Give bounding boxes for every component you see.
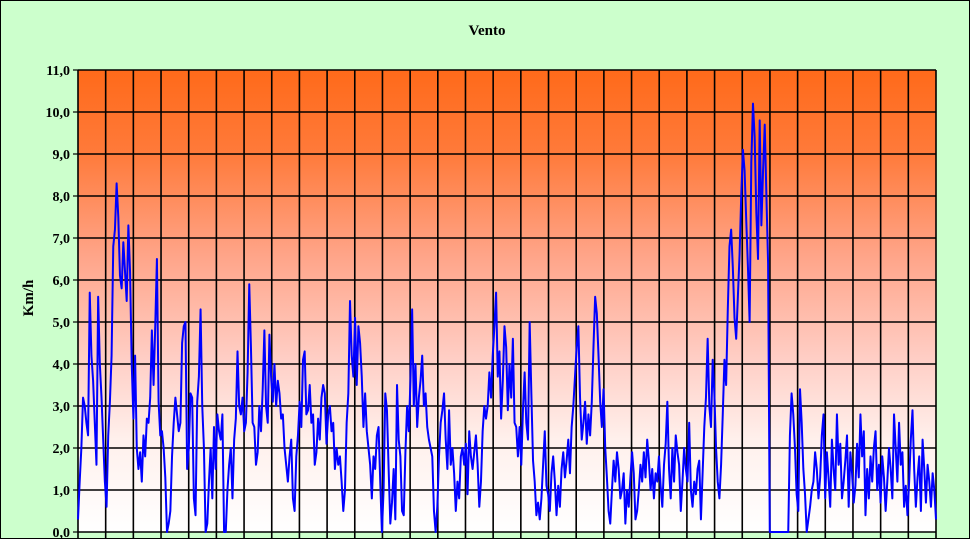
- y-tick-label: 4,0: [53, 358, 71, 373]
- plot-area: [78, 70, 936, 532]
- series-line: [77, 102, 937, 533]
- y-tick-label: 1,0: [53, 484, 71, 499]
- y-tick-label: 2,0: [53, 442, 71, 457]
- y-tick-label: 9,0: [53, 148, 71, 163]
- y-tick-label: 7,0: [53, 232, 71, 247]
- chart-title: Vento: [469, 23, 506, 39]
- y-tick-label: 10,0: [46, 106, 71, 121]
- grid: [77, 69, 937, 538]
- y-tick-label: 8,0: [53, 190, 71, 205]
- y-tick-label: 11,0: [46, 64, 70, 79]
- y-tick-label: 5,0: [53, 316, 71, 331]
- y-axis-ticks: 0,0 1,0 2,0 3,0 4,0 5,0 6,0 7,0 8,0 9,0 10,0 11,0: [46, 64, 78, 541]
- y-tick-label: 6,0: [53, 274, 71, 289]
- series-group: [77, 102, 937, 533]
- y-tick-label: 0,0: [53, 526, 71, 539]
- y-axis-label: Km/h: [21, 279, 37, 316]
- y-tick-label: 3,0: [53, 400, 71, 415]
